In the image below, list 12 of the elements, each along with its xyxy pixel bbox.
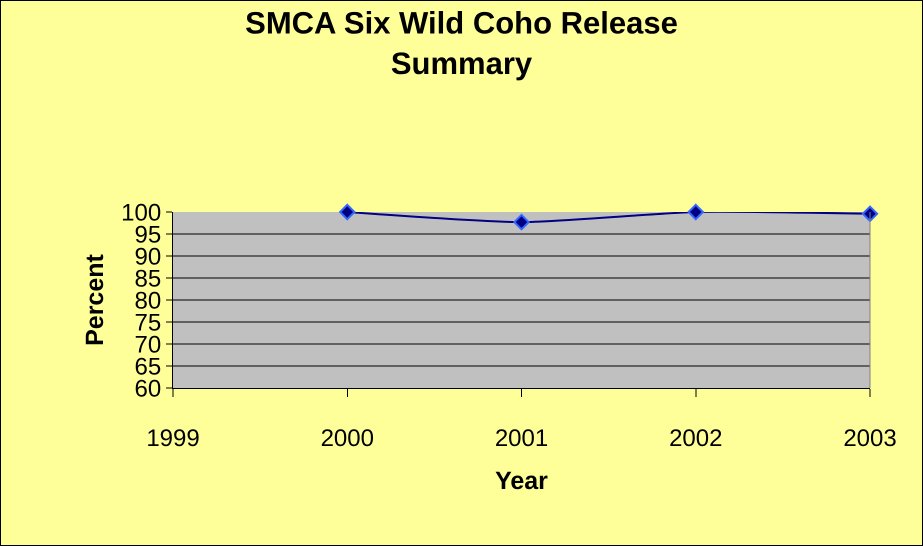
point (688, 204, 704, 220)
chart-title: SMCA Six Wild Coho Release Summary (245, 6, 678, 81)
x-tick-label: 2002 (669, 424, 722, 452)
point (513, 214, 530, 230)
x-axis-title: Year (495, 466, 548, 495)
y-axis-title: Percent (80, 253, 109, 346)
x-tick-label: 2000 (320, 424, 374, 452)
x-tick-label: 2003 (843, 424, 897, 452)
x-tick-label: 1999 (146, 424, 200, 452)
point (862, 206, 878, 222)
point (339, 204, 356, 220)
x-tick-label: 2001 (494, 424, 548, 452)
